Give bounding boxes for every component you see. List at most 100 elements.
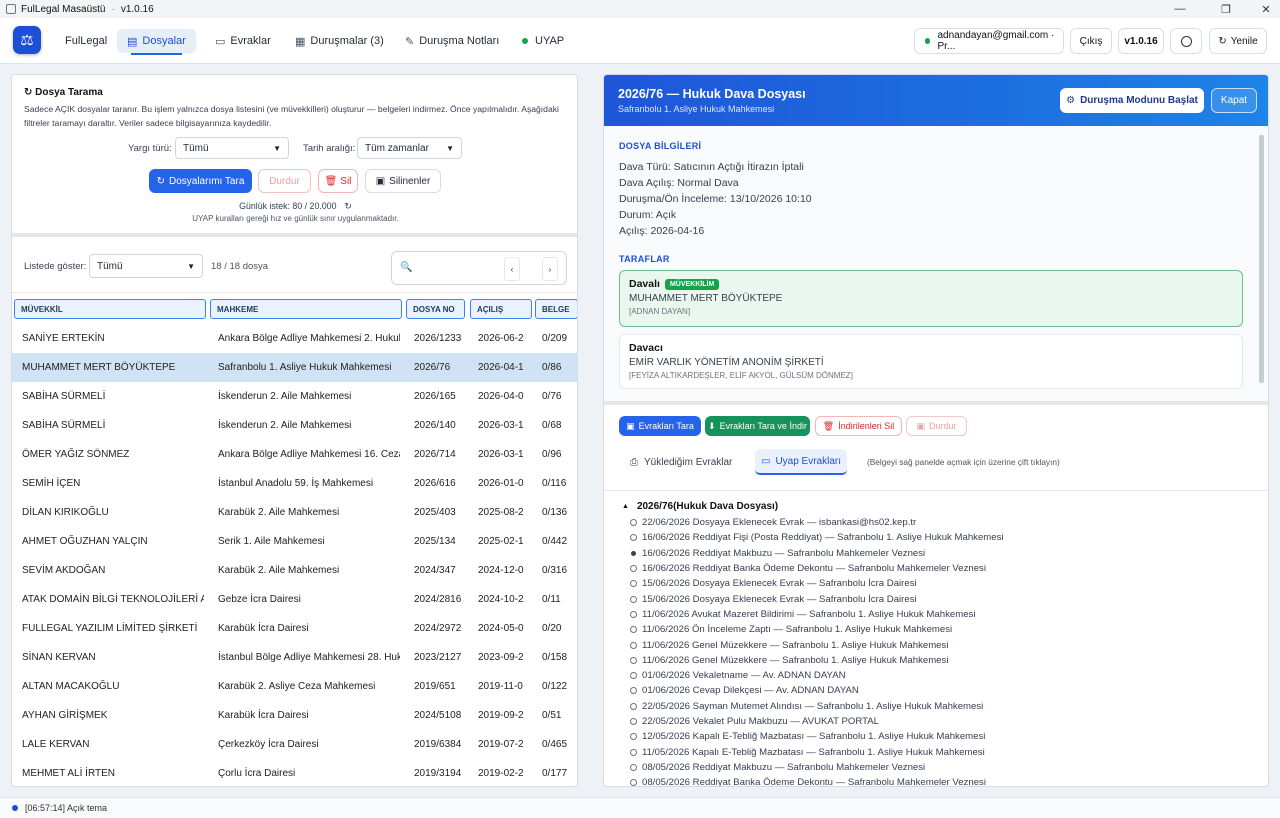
prev-arrow-icon[interactable]: ‹ [504, 257, 520, 281]
status-text: [06:57:14] Açık tema [25, 803, 108, 813]
yargi-select-value: Tümü [183, 142, 209, 154]
cell-belge: 0/465 [542, 739, 568, 750]
close-detail-button[interactable]: Kapat [1211, 88, 1257, 113]
table-row[interactable]: SİNAN KERVAN İstanbul Bölge Adliye Mahkem… [12, 643, 577, 672]
show-label: Listede göster: [24, 261, 87, 272]
cell-muvekkil: ALTAN MACAKOĞLU [22, 681, 120, 692]
document-item[interactable]: 08/05/2026 Reddiyat Banka Ödeme Dekontu … [630, 775, 986, 786]
document-item[interactable]: 08/05/2026 Reddiyat Makbuzu — Safranbolu… [630, 760, 925, 775]
cell-mahkeme: İskenderun 2. Aile Mahkemesi [218, 391, 352, 402]
scan-docs-button[interactable]: ▣ Evrakları Tara [619, 416, 701, 436]
bullet-icon [630, 565, 637, 573]
refresh-button[interactable]: ↻ Yenile [1209, 28, 1267, 54]
document-item[interactable]: 15/06/2026 Dosyaya Eklenecek Evrak — Saf… [630, 576, 917, 591]
col-header-muvekkil[interactable]: MÜVEKKİL [14, 299, 206, 319]
refresh-small-icon[interactable]: ↻ [344, 201, 352, 211]
table-row[interactable]: MUHAMMET MERT BÖYÜKTEPE Safranbolu 1. Asl… [12, 353, 577, 382]
table-row[interactable]: MEHMET ALİ İRTEN Çorlu İcra Dairesi 2019/3… [12, 759, 577, 786]
table-row[interactable]: AYHAN GİRİŞMEK Karabük İcra Dairesi 2024/5… [12, 701, 577, 730]
tree-root[interactable]: ▲ 2026/76(Hukuk Dava Dosyası) [622, 501, 778, 512]
cell-dosya-no: 2019/6384 [414, 739, 462, 750]
cell-belge: 0/158 [542, 652, 568, 663]
version-button[interactable]: v1.0.16 [1118, 28, 1164, 54]
logout-button[interactable]: Çıkış [1070, 28, 1112, 54]
col-header-dosya-no[interactable]: DOSYA NO [406, 299, 465, 319]
cell-acilis: 2026-03-1 [478, 420, 524, 431]
table-row[interactable]: ÖMER YAĞIZ SÖNMEZ Ankara Bölge Adliye Mah… [12, 440, 577, 469]
document-item[interactable]: 11/06/2026 Avukat Mazeret Bildirimi — Sa… [630, 607, 975, 622]
maximize-icon[interactable]: ❐ [1221, 3, 1231, 16]
cell-muvekkil: DİLAN KIRIKOĞLU [22, 507, 109, 518]
tab-uploaded-label: Yüklediğim Evraklar [644, 456, 733, 468]
cell-dosya-no: 2026/1233 [414, 333, 462, 344]
app-logo-icon[interactable]: ⚖ [13, 26, 41, 54]
table-row[interactable]: SANİYE ERTEKİN Ankara Bölge Adliye Mahkem… [12, 324, 577, 353]
table-row[interactable]: DİLAN KIRIKOĞLU Karabük 2. Aile Mahkemesi… [12, 498, 577, 527]
table-row[interactable]: SABİHA SÜRMELİ İskenderun 2. Aile Mahkeme… [12, 382, 577, 411]
scan-files-button[interactable]: ↻ Dosyalarımı Tara [149, 169, 252, 193]
table-row[interactable]: FULLEGAL YAZILIM LİMİTED ŞİRKETİ Karabük … [12, 614, 577, 643]
table-row[interactable]: ALTAN MACAKOĞLU Karabük 2. Asliye Ceza Ma… [12, 672, 577, 701]
nav-durusmalar[interactable]: ▦ Duruşmalar (3) [285, 29, 394, 53]
nav-evraklar[interactable]: ▭ Evraklar [205, 29, 281, 53]
table-row[interactable]: ATAK DOMAİN BİLGİ TEKNOLOJİLERİ ANC Gebze… [12, 585, 577, 614]
stop-button[interactable]: Durdur [258, 169, 311, 193]
table-row[interactable]: SABİHA SÜRMELİ İskenderun 2. Aile Mahkeme… [12, 411, 577, 440]
table-row[interactable]: LALE KERVAN Çerkezköy İcra Dairesi 2019/63… [12, 730, 577, 759]
theme-toggle-button[interactable] [1170, 28, 1202, 54]
minimize-icon[interactable]: — [1174, 3, 1186, 15]
document-item[interactable]: 11/06/2026 Genel Müzekkere — Safranbolu … [630, 653, 948, 668]
next-arrow-icon[interactable]: › [542, 257, 558, 281]
col-header-belge[interactable]: BELGE [535, 299, 577, 319]
document-item[interactable]: 11/05/2026 Kapalı E-Tebliğ Mazbatası — S… [630, 745, 985, 760]
tarih-select[interactable]: Tüm zamanlar ▼ [357, 137, 462, 159]
cell-acilis: 2026-04-0 [478, 391, 524, 402]
document-item[interactable]: 12/05/2026 Kapalı E-Tebliğ Mazbatası — S… [630, 729, 985, 744]
nav-uyap[interactable]: UYAP [512, 29, 574, 53]
document-item[interactable]: 16/06/2026 Reddiyat Banka Ödeme Dekontu … [630, 561, 986, 576]
tab-uyap-docs[interactable]: ▭ Uyap Evrakları [755, 449, 847, 475]
document-item[interactable]: 01/06/2026 Cevap Dilekçesi — Av. ADNAN D… [630, 683, 859, 698]
party-card-davali[interactable]: Davalı MÜVEKKİLİM MUHAMMET MERT BÖYÜKTEPE… [619, 270, 1243, 327]
document-item[interactable]: 16/06/2026 Reddiyat Fişi (Posta Reddiyat… [630, 530, 1004, 545]
show-filter-select[interactable]: Tümü ▼ [89, 254, 203, 278]
yargi-select[interactable]: Tümü ▼ [175, 137, 289, 159]
col-header-mahkeme[interactable]: MAHKEME [210, 299, 402, 319]
search-input[interactable] [416, 258, 504, 280]
document-item[interactable]: 22/06/2026 Dosyaya Eklenecek Evrak — isb… [630, 515, 916, 530]
bullet-icon [630, 610, 637, 618]
document-item[interactable]: 22/05/2026 Vekalet Pulu Makbuzu — AVUKAT… [630, 714, 879, 729]
nav-brand[interactable]: FulLegal [55, 29, 117, 53]
info-scrollbar[interactable] [1259, 135, 1264, 383]
document-item[interactable]: 16/06/2026 Reddiyat Makbuzu — Safranbolu… [630, 546, 925, 561]
tab-uploaded[interactable]: ⎙ Yüklediğim Evraklar [630, 451, 732, 473]
deleted-items-button[interactable]: ▣ Silinenler [365, 169, 441, 193]
right-panel: 2026/76 — Hukuk Dava Dosyası Safranbolu … [603, 74, 1269, 787]
document-item[interactable]: 11/06/2026 Genel Müzekkere — Safranbolu … [630, 637, 948, 652]
user-menu[interactable]: adnandayan@gmail.com · Pr... [914, 28, 1064, 54]
bullet-icon [630, 687, 637, 695]
table-row[interactable]: SEMİH İÇEN İstanbul Anadolu 59. İş Mahkem… [12, 469, 577, 498]
delete-downloaded-button[interactable]: 🗑 İndirilenleri Sil [815, 416, 902, 436]
document-item[interactable]: 01/06/2026 Vekaletname — Av. ADNAN DAYAN [630, 668, 846, 683]
cell-belge: 0/136 [542, 507, 568, 518]
stop-docs-button[interactable]: ▣ Durdur [906, 416, 967, 436]
table-row[interactable]: AHMET OĞUZHAN YALÇIN Serik 1. Aile Mahkem… [12, 527, 577, 556]
document-item[interactable]: 15/06/2026 Dosyaya Eklenecek Evrak — Saf… [630, 592, 917, 607]
nav-notlar[interactable]: ✎ Duruşma Notları [395, 29, 509, 53]
cell-acilis: 2019-07-2 [478, 739, 524, 750]
document-item[interactable]: 22/05/2026 Sayman Mutemet Alındısı — Saf… [630, 699, 983, 714]
table-row[interactable]: SEVİM AKDOĞAN Karabük 2. Aile Mahkemesi 20… [12, 556, 577, 585]
nav-dosyalar[interactable]: ▤ Dosyalar [117, 29, 196, 55]
cell-mahkeme: Ankara Bölge Adliye Mahkemesi 2. Hukuk [218, 333, 400, 344]
cell-belge: 0/442 [542, 536, 568, 547]
delete-button[interactable]: 🗑 Sil [318, 169, 358, 193]
close-window-icon[interactable]: ✕ [1261, 3, 1271, 16]
col-header-acilis[interactable]: AÇILIŞ [470, 299, 532, 319]
document-item[interactable]: 11/06/2026 Ön İnceleme Zaptı — Safranbol… [630, 622, 952, 637]
scan-download-button[interactable]: ⬇ Evrakları Tara ve İndir [705, 416, 810, 436]
bullet-icon [630, 534, 637, 542]
start-hearing-button[interactable]: ⚙ Duruşma Modunu Başlat [1060, 88, 1204, 113]
left-panel: ↻ Dosya Tarama Sadece AÇIK dosyalar tara… [11, 74, 578, 787]
party-card-davaci[interactable]: Davacı EMİR VARLIK YÖNETİM ANONİM ŞİRKET… [619, 334, 1243, 389]
